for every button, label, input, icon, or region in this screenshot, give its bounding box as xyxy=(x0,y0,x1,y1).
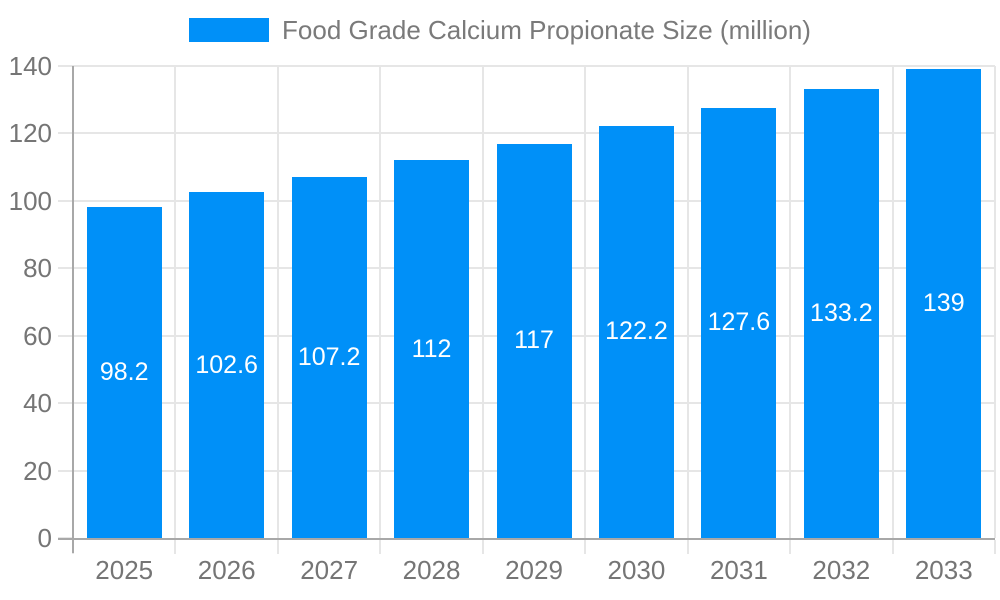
y-axis-label: 120 xyxy=(8,118,52,149)
bar-value-label: 117 xyxy=(514,326,554,355)
bar[interactable]: 107.2 xyxy=(291,176,367,538)
y-tick xyxy=(58,267,73,270)
y-tick xyxy=(58,402,73,405)
bar[interactable]: 112 xyxy=(394,160,470,538)
x-tick xyxy=(379,540,382,554)
x-gridline xyxy=(789,66,792,538)
x-tick xyxy=(174,540,177,554)
x-tick xyxy=(994,540,996,554)
legend-label: Food Grade Calcium Propionate Size (mill… xyxy=(282,15,811,45)
y-gridline xyxy=(73,132,995,135)
bar-value-label: 112 xyxy=(411,334,452,363)
x-tick xyxy=(789,540,792,554)
bar-value-label: 127.6 xyxy=(707,308,771,337)
y-axis-label: 80 xyxy=(23,253,52,284)
bar[interactable]: 102.6 xyxy=(189,192,265,538)
bar[interactable]: 98.2 xyxy=(86,206,162,538)
bar-value-label: 98.2 xyxy=(99,357,149,386)
x-gridline xyxy=(379,66,382,538)
bar-value-label: 133.2 xyxy=(810,298,873,327)
y-axis-label: 0 xyxy=(37,523,52,553)
x-gridline xyxy=(276,66,279,538)
x-gridline xyxy=(891,66,894,538)
x-tick xyxy=(891,540,894,554)
legend-swatch-icon xyxy=(189,18,270,42)
x-gridline xyxy=(686,66,689,538)
x-gridline xyxy=(584,66,587,538)
y-gridline xyxy=(73,65,995,67)
y-axis-label: 40 xyxy=(23,388,52,419)
chart-legend[interactable]: Food Grade Calcium Propionate Size (mill… xyxy=(0,16,1000,44)
x-tick xyxy=(686,540,689,554)
bar[interactable]: 122.2 xyxy=(598,126,674,538)
x-axis-line xyxy=(58,538,995,540)
bar[interactable]: 133.2 xyxy=(803,88,879,538)
y-tick xyxy=(58,199,73,202)
bar-value-label: 102.6 xyxy=(195,350,258,379)
bar-value-label: 122.2 xyxy=(605,317,668,346)
bar[interactable]: 139 xyxy=(906,69,982,538)
x-gridline xyxy=(481,66,484,538)
bar[interactable]: 117 xyxy=(496,143,572,538)
x-axis-label: 2029 xyxy=(505,555,563,585)
x-axis-label: 2032 xyxy=(812,555,871,585)
y-axis-label: 60 xyxy=(23,320,52,351)
y-tick xyxy=(58,469,73,472)
x-axis-label: 2027 xyxy=(300,555,359,585)
y-tick xyxy=(58,132,73,135)
bar[interactable]: 127.6 xyxy=(701,107,777,538)
x-axis-label: 2030 xyxy=(607,555,666,585)
y-axis-label: 20 xyxy=(23,455,52,486)
y-axis-line xyxy=(72,66,74,553)
bar-value-label: 107.2 xyxy=(297,342,361,371)
x-tick xyxy=(481,540,484,554)
x-tick xyxy=(276,540,279,554)
x-axis-label: 2031 xyxy=(709,555,768,585)
y-axis-label: 140 xyxy=(8,51,52,81)
x-axis-label: 2033 xyxy=(914,555,973,585)
y-tick xyxy=(58,65,73,67)
x-gridline xyxy=(994,66,996,538)
bar-value-label: 139 xyxy=(922,289,965,318)
y-tick xyxy=(58,334,73,337)
x-axis-label: 2028 xyxy=(402,555,461,585)
y-axis-label: 100 xyxy=(8,185,52,216)
x-tick xyxy=(584,540,587,554)
x-axis-label: 2025 xyxy=(95,555,154,585)
x-axis-label: 2026 xyxy=(197,555,256,585)
x-gridline xyxy=(174,66,177,538)
